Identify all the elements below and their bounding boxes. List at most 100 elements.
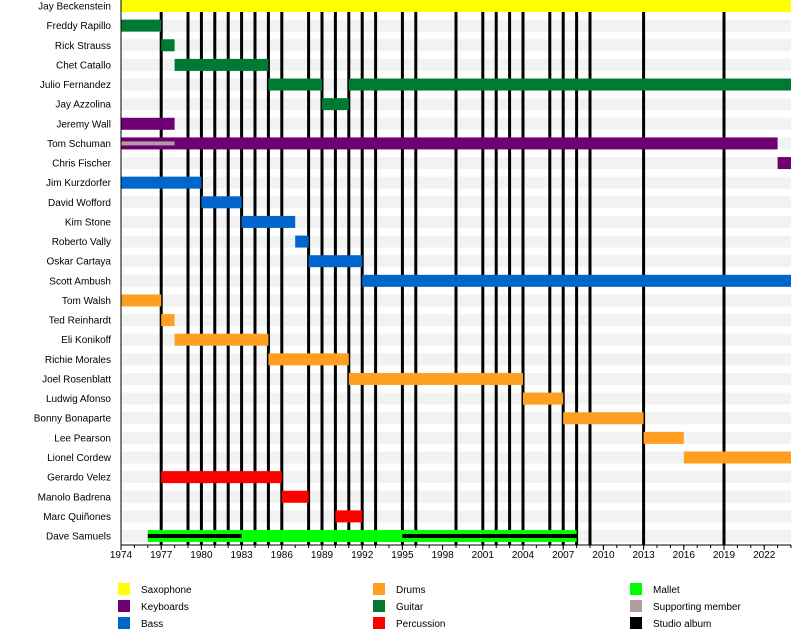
legend-swatch bbox=[630, 583, 642, 595]
member-bar bbox=[308, 255, 363, 268]
member-bar bbox=[348, 372, 523, 385]
legend-label: Supporting member bbox=[653, 602, 741, 613]
member-name-label: Lionel Cordew bbox=[47, 453, 112, 464]
member-bar bbox=[268, 353, 349, 366]
member-name-label: Richie Morales bbox=[45, 355, 111, 366]
member-bar bbox=[281, 490, 309, 503]
member-bar bbox=[643, 431, 684, 444]
x-tick-label: 2001 bbox=[472, 550, 495, 561]
member-bar bbox=[161, 39, 175, 52]
member-bar bbox=[268, 78, 322, 91]
legend-label: Keyboards bbox=[141, 602, 189, 613]
x-tick-label: 2016 bbox=[673, 550, 696, 561]
studio-album-line bbox=[494, 0, 498, 545]
member-bar bbox=[121, 0, 791, 12]
studio-album-line bbox=[186, 0, 190, 545]
member-name-label: Eli Konikoff bbox=[61, 335, 111, 346]
legend-label: Drums bbox=[396, 585, 425, 596]
x-tick-label: 1974 bbox=[110, 550, 133, 561]
member-name-label: Manolo Badrena bbox=[38, 492, 112, 503]
member-name-label: Lee Pearson bbox=[54, 433, 111, 444]
studio-album-line bbox=[240, 0, 244, 545]
member-name-label: Jim Kurzdorfer bbox=[46, 178, 112, 189]
member-name-label: Gerardo Velez bbox=[47, 473, 111, 484]
studio-album-line bbox=[213, 0, 217, 545]
legend-swatch bbox=[373, 600, 385, 612]
member-bar-overlay bbox=[147, 534, 242, 539]
member-bar bbox=[161, 314, 175, 327]
member-bar bbox=[563, 412, 644, 425]
legend-label: Mallet bbox=[653, 585, 680, 596]
studio-album-line bbox=[320, 0, 324, 545]
legend-swatch bbox=[118, 600, 130, 612]
x-tick-label: 2019 bbox=[713, 550, 736, 561]
member-bar bbox=[121, 294, 162, 307]
studio-album-line bbox=[521, 0, 525, 545]
member-name-label: Oskar Cartaya bbox=[47, 257, 112, 268]
x-tick-label: 2004 bbox=[512, 550, 535, 561]
member-bar bbox=[174, 58, 269, 71]
studio-album-line bbox=[481, 0, 485, 545]
member-name-label: David Wofford bbox=[48, 198, 111, 209]
member-bar bbox=[147, 530, 577, 543]
legend-swatch bbox=[373, 583, 385, 595]
member-name-label: Bonny Bonaparte bbox=[34, 414, 112, 425]
member-bar bbox=[121, 137, 778, 150]
member-bar bbox=[174, 333, 269, 346]
member-bar bbox=[362, 274, 791, 287]
studio-album-line bbox=[374, 0, 378, 545]
member-name-label: Ludwig Afonso bbox=[46, 394, 111, 405]
member-bar bbox=[201, 196, 242, 209]
studio-album-line bbox=[253, 0, 257, 545]
x-tick-label: 1986 bbox=[271, 550, 294, 561]
member-bar bbox=[241, 215, 296, 228]
x-tick-label: 2010 bbox=[592, 550, 615, 561]
member-name-label: Jeremy Wall bbox=[56, 119, 111, 130]
member-name-label: Marc Quiñones bbox=[43, 512, 111, 523]
member-name-label: Julio Fernandez bbox=[40, 80, 111, 91]
legend-swatch bbox=[373, 617, 385, 629]
member-name-label: Jay Azzolina bbox=[55, 100, 111, 111]
studio-album-line bbox=[400, 0, 404, 545]
member-bar-overlay bbox=[121, 141, 175, 146]
x-tick-label: 1998 bbox=[431, 550, 454, 561]
x-tick-label: 1983 bbox=[230, 550, 253, 561]
x-tick-label: 2013 bbox=[632, 550, 655, 561]
member-bar bbox=[683, 451, 791, 464]
studio-album-line bbox=[548, 0, 552, 545]
member-bar bbox=[777, 157, 791, 170]
studio-album-line bbox=[575, 0, 579, 545]
member-bar bbox=[348, 78, 791, 91]
member-bar bbox=[161, 471, 282, 484]
legend-swatch bbox=[118, 617, 130, 629]
studio-album-line bbox=[347, 0, 351, 545]
member-name-label: Chet Catallo bbox=[56, 60, 111, 71]
member-name-label: Roberto Vally bbox=[52, 237, 111, 248]
member-bar bbox=[335, 510, 363, 523]
x-tick-label: 1995 bbox=[391, 550, 414, 561]
member-bar bbox=[295, 235, 309, 248]
legend-swatch bbox=[630, 600, 642, 612]
x-tick-label: 1989 bbox=[311, 550, 334, 561]
studio-album-line bbox=[307, 0, 311, 545]
legend-label: Bass bbox=[141, 619, 163, 630]
legend-swatch bbox=[630, 617, 642, 629]
x-tick-label: 1992 bbox=[351, 550, 374, 561]
member-name-label: Tom Schuman bbox=[47, 139, 111, 150]
member-name-label: Chris Fischer bbox=[52, 159, 112, 170]
member-name-label: Jay Beckenstein bbox=[38, 2, 111, 13]
legend-label: Percussion bbox=[396, 619, 445, 630]
x-tick-label: 2007 bbox=[552, 550, 575, 561]
studio-album-line bbox=[159, 0, 163, 545]
member-bar bbox=[121, 19, 162, 32]
studio-album-line bbox=[588, 0, 592, 545]
studio-album-line bbox=[642, 0, 646, 545]
member-name-label: Ted Reinhardt bbox=[49, 316, 111, 327]
member-bar bbox=[121, 176, 202, 189]
studio-album-line bbox=[266, 0, 270, 545]
member-name-label: Joel Rosenblatt bbox=[42, 374, 111, 385]
x-tick-label: 1977 bbox=[150, 550, 173, 561]
studio-album-line bbox=[561, 0, 565, 545]
x-tick-label: 1980 bbox=[190, 550, 213, 561]
